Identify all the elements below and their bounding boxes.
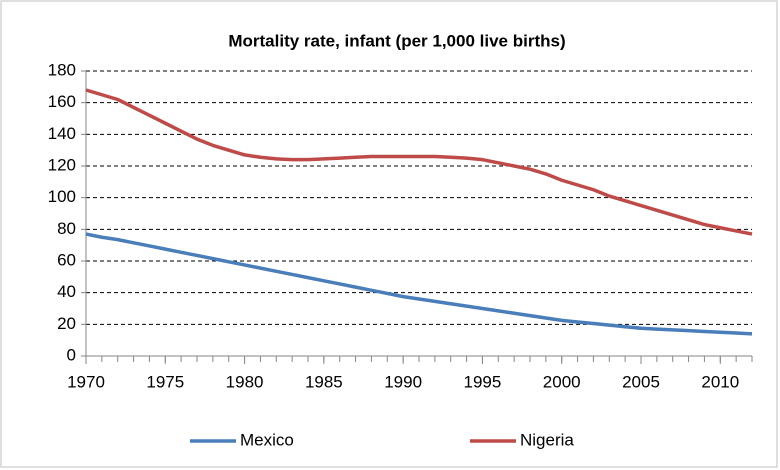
chart-title: Mortality rate, infant (per 1,000 live b… [228, 31, 565, 50]
series-line [85, 232, 753, 336]
series-line [85, 88, 753, 236]
y-tick-label: 160 [48, 92, 76, 111]
x-tick-label: 1990 [384, 372, 422, 391]
y-tick-label: 40 [57, 282, 76, 301]
x-tick-label: 2010 [701, 372, 739, 391]
x-tick-label: 1970 [67, 372, 105, 391]
y-tick-label: 0 [67, 345, 76, 364]
legend-label: Nigeria [520, 430, 574, 449]
x-tick-label: 1975 [146, 372, 184, 391]
y-tick-label: 20 [57, 314, 76, 333]
y-tick-label: 60 [57, 250, 76, 269]
x-tick-label: 1985 [305, 372, 343, 391]
legend-label: Mexico [240, 430, 294, 449]
y-tick-label: 140 [48, 124, 76, 143]
x-tick-label: 2000 [543, 372, 581, 391]
y-tick-label: 80 [57, 219, 76, 238]
y-tick-label: 180 [48, 60, 76, 79]
y-tick-label: 100 [48, 187, 76, 206]
y-tick-label: 120 [48, 155, 76, 174]
x-tick-label: 1995 [464, 372, 502, 391]
x-tick-label: 1980 [226, 372, 264, 391]
x-tick-label: 2005 [622, 372, 660, 391]
